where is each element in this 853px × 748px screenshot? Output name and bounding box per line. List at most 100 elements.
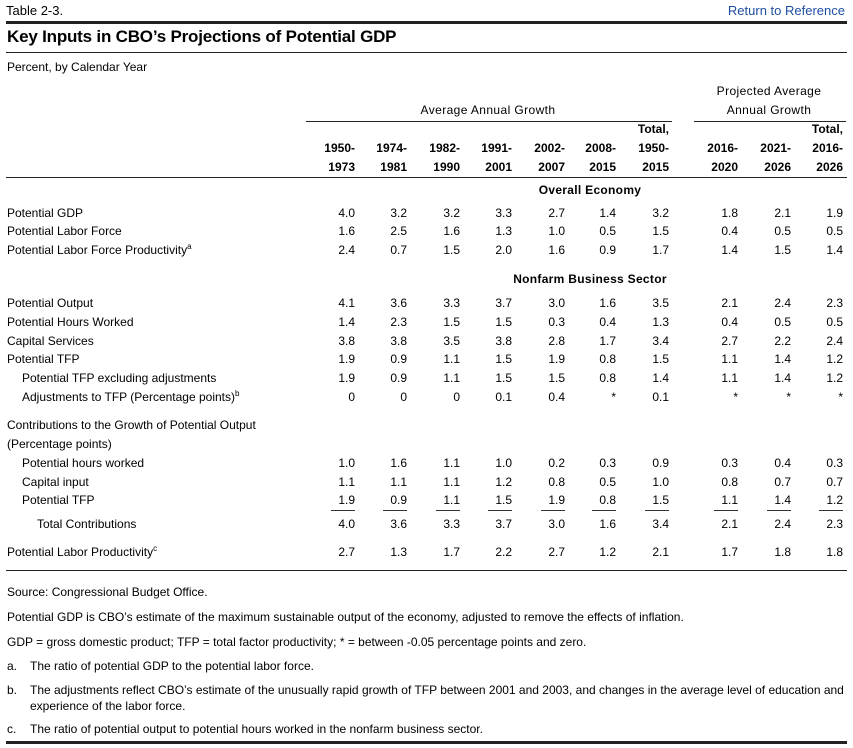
- column-header-8-line-1: 2021-: [760, 141, 791, 155]
- table-row: Potential GDP 4.0 3.2 3.2 3.3 2.7 1.4 3.2 1.8 2.1…: [0, 206, 853, 224]
- top-bar: Table 2-3. Return to Reference: [6, 2, 847, 20]
- table-row: Total Contributions 4.0 3.6 3.3 3.7 3.0 1.6 3.4…: [0, 517, 853, 535]
- cell-value: 2.7: [338, 545, 355, 559]
- subtotal-rule: [436, 510, 460, 511]
- cell-value: 2.1: [721, 517, 738, 531]
- cell-value: 1.6: [443, 224, 460, 238]
- table-row: (Percentage points): [0, 437, 853, 455]
- subtotal-rule: [541, 510, 565, 511]
- cell-value: 0.3: [548, 315, 565, 329]
- table-row: Contributions to the Growth of Potential…: [0, 418, 853, 436]
- column-header-0-line-2: 1973: [328, 160, 355, 174]
- cell-value: 1.1: [721, 493, 738, 507]
- column-header-2-line-1: 1982-: [429, 141, 460, 155]
- cell-value: 2.7: [721, 334, 738, 348]
- cell-value: 1.4: [774, 352, 791, 366]
- cell-value: 1.9: [338, 371, 355, 385]
- cell-value: 0.4: [599, 315, 616, 329]
- cell-value: 2.1: [721, 296, 738, 310]
- cell-value: 0.9: [652, 456, 669, 470]
- column-header-7-line-2: 2020: [711, 160, 738, 174]
- cell-value: 1.0: [652, 475, 669, 489]
- row-label-text: Potential TFP: [22, 493, 95, 507]
- cell-value: 0.4: [548, 390, 565, 404]
- row-label: Potential Labor Force: [7, 224, 122, 238]
- column-header-9-line-1: 2016-: [812, 141, 843, 155]
- cell-value: 1.5: [443, 243, 460, 257]
- row-label-text: Contributions to the Growth of Potential…: [7, 418, 256, 432]
- cell-value: 2.2: [495, 545, 512, 559]
- cell-value: 0.2: [548, 456, 565, 470]
- cell-value: 1.5: [548, 371, 565, 385]
- table-row: Potential Labor Productivityc 2.7 1.3 1.7 2.…: [0, 545, 853, 563]
- cell-value: 0.5: [826, 315, 843, 329]
- cell-value: 0.9: [390, 493, 407, 507]
- cell-value: 2.4: [826, 334, 843, 348]
- row-label-text: Adjustments to TFP (Percentage points): [22, 390, 235, 404]
- cell-value: 0.5: [599, 224, 616, 238]
- cell-value: 3.2: [443, 206, 460, 220]
- column-header-6-line-0: Total,: [637, 122, 669, 136]
- cell-value: *: [786, 390, 791, 404]
- row-label: Potential Labor Productivityc: [7, 545, 157, 560]
- header-rule: [6, 177, 847, 178]
- cell-value: 0.4: [721, 315, 738, 329]
- column-header-6-line-2: 2015: [642, 160, 669, 174]
- cell-value: 2.2: [774, 334, 791, 348]
- historical-group-rule: [306, 121, 672, 122]
- cell-value: 0.7: [774, 475, 791, 489]
- subtotal-rule: [819, 510, 843, 511]
- cell-value: 2.0: [495, 243, 512, 257]
- cell-value: 1.7: [599, 334, 616, 348]
- row-label-text: Potential Labor Productivity: [7, 545, 154, 559]
- cell-value: 1.4: [599, 206, 616, 220]
- abbreviation-note: GDP = gross domestic product; TFP = tota…: [7, 635, 587, 649]
- cell-value: 0: [400, 390, 407, 404]
- cell-value: 2.3: [390, 315, 407, 329]
- cell-value: 1.2: [826, 371, 843, 385]
- cell-value: 1.6: [599, 517, 616, 531]
- cell-value: 1.7: [652, 243, 669, 257]
- cell-value: 1.6: [390, 456, 407, 470]
- cell-value: 1.2: [826, 352, 843, 366]
- definition-note: Potential GDP is CBO’s estimate of the m…: [7, 610, 684, 624]
- cell-value: 1.1: [443, 371, 460, 385]
- cell-value: 1.4: [721, 243, 738, 257]
- column-header-5-line-1: 2008-: [585, 141, 616, 155]
- cell-value: 3.3: [443, 517, 460, 531]
- footnote-b-mark: b.: [7, 683, 18, 697]
- source-note: Source: Congressional Budget Office.: [7, 585, 208, 599]
- table-row: Potential Output 4.1 3.6 3.3 3.7 3.0 1.6 3.5 2.1…: [0, 296, 853, 314]
- cell-value: 0.7: [390, 243, 407, 257]
- cell-value: 2.7: [548, 545, 565, 559]
- cell-value: 1.2: [826, 493, 843, 507]
- cell-value: 3.6: [390, 296, 407, 310]
- table-row: Potential TFP 1.9 0.9 1.1 1.5 1.9 0.8 1.5 1.1 1.4…: [0, 352, 853, 370]
- subtotal-rule: [767, 510, 791, 511]
- row-label: Potential Labor Force Productivitya: [7, 243, 192, 258]
- cell-value: 0.5: [774, 224, 791, 238]
- cell-value: 2.4: [338, 243, 355, 257]
- cell-value: 1.6: [338, 224, 355, 238]
- column-header-3-line-2: 2001: [485, 160, 512, 174]
- table-title: Key Inputs in CBO’s Projections of Poten…: [7, 27, 397, 46]
- cell-value: 0.1: [652, 390, 669, 404]
- cell-value: 0: [348, 390, 355, 404]
- cell-value: 1.3: [652, 315, 669, 329]
- cell-value: 1.5: [774, 243, 791, 257]
- row-label: Capital input: [22, 475, 89, 489]
- footnote-c-mark: c.: [7, 722, 17, 736]
- cell-value: 1.6: [548, 243, 565, 257]
- column-header-7-line-1: 2016-: [707, 141, 738, 155]
- cell-value: 1.9: [548, 352, 565, 366]
- footnote-c-text: The ratio of potential output to potenti…: [30, 722, 483, 736]
- cell-value: 1.9: [826, 206, 843, 220]
- cell-value: 1.0: [495, 456, 512, 470]
- subtotal-rule: [488, 510, 512, 511]
- cell-value: 2.1: [774, 206, 791, 220]
- column-header-3-line-1: 1991-: [481, 141, 512, 155]
- cell-value: 0.8: [599, 371, 616, 385]
- table-row: Adjustments to TFP (Percentage points)b 0…: [0, 390, 853, 408]
- return-to-reference-link[interactable]: Return to Reference: [727, 3, 845, 18]
